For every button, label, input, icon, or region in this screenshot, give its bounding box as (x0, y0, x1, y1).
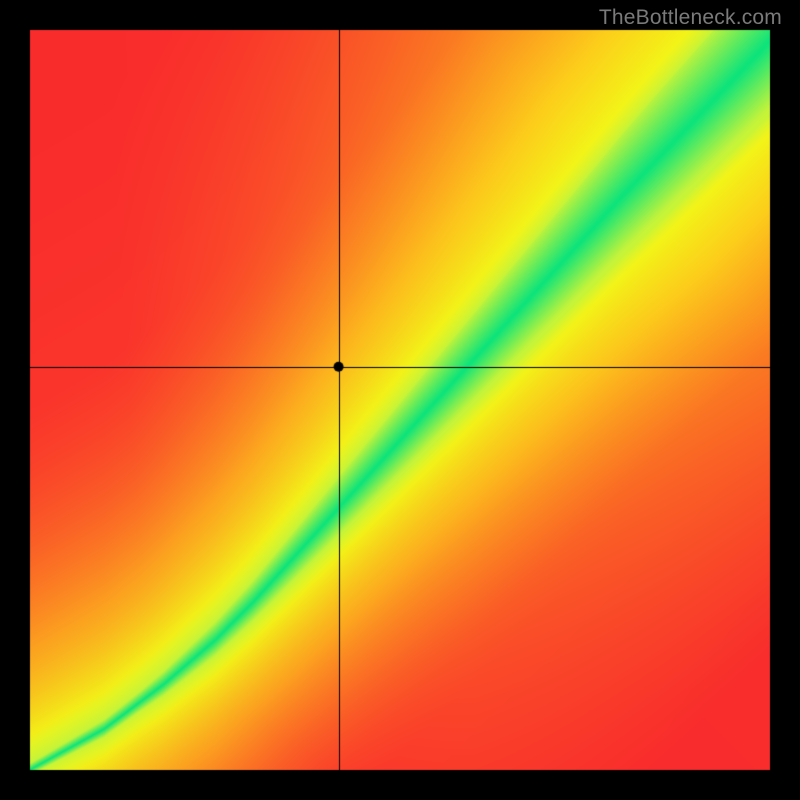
watermark-text: TheBottleneck.com (599, 6, 782, 30)
bottleneck-heatmap (0, 0, 800, 800)
